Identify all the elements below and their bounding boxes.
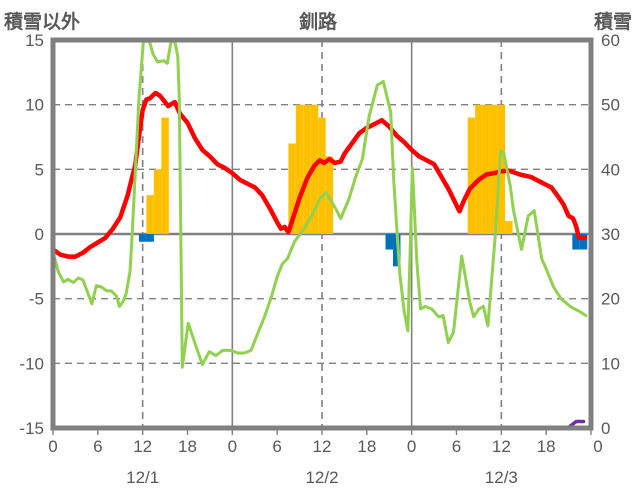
orange-bars-bar [146,195,154,234]
red-line [50,90,588,259]
hour-tick-label: 0 [593,437,602,456]
hour-tick-label: 12 [133,437,152,456]
orange-bars-bar [161,117,169,234]
hour-tick-label: 0 [48,437,57,456]
orange-bars-bar [295,104,304,235]
left-axis-tick-label: -10 [19,354,44,373]
right-axis-tick-label: 20 [601,290,620,309]
orange-bars-bar [490,104,498,235]
hour-tick-label: 0 [228,437,237,456]
date-label: 12/3 [485,468,518,487]
left-axis-tick-label: 0 [35,225,44,244]
left-axis-tick-label: 10 [25,96,44,115]
left-axis-tick-label: -5 [29,290,44,309]
plot-border [50,37,594,431]
hour-tick-label: 12 [492,437,511,456]
right-axis-title: 積雪 [593,12,632,33]
blue-bars-bar [572,234,580,250]
hour-tick-label: 18 [537,437,556,456]
blue-bars-bar [138,234,147,242]
orange-bars-bar [153,169,162,234]
date-label: 12/2 [305,468,338,487]
blue-bars-bar [385,234,393,250]
orange-bars-bar [325,156,334,234]
right-axis-tick-label: 30 [601,225,620,244]
orange-bars-bar [467,117,476,234]
orange-bars-bar [482,104,491,235]
hour-tick-label: 12 [313,437,332,456]
right-axis-tick-label: 40 [601,160,620,179]
hour-tick-label: 18 [357,437,376,456]
orange-bars-bar [475,104,483,235]
hour-tick-label: 0 [407,437,416,456]
hour-tick-label: 18 [178,437,197,456]
blue-bars-bar [146,234,154,242]
left-axis-tick-label: 5 [35,160,44,179]
orange-bars-bar [318,117,326,234]
right-axis-tick-label: 10 [601,354,620,373]
orange-bars-bar [288,143,296,234]
left-axis-title: 積雪以外 [4,12,81,33]
blue-bars-bar [392,234,401,267]
orange-bars-bar [505,221,513,234]
right-axis-tick-label: 50 [601,96,620,115]
plot-frame [50,37,594,435]
chart-title: 釧路 [298,12,337,33]
right-axis-tick-label: 0 [601,419,610,438]
right-axis-tick-label: 60 [601,31,620,50]
green-line [51,39,588,369]
hour-tick-label: 6 [93,437,102,456]
orange-bars-bar [303,104,311,235]
blue-bars-bar [579,234,588,250]
left-axis-tick-label: 15 [25,31,44,50]
date-label: 12/1 [126,468,159,487]
left-axis-tick-label: -15 [19,419,44,438]
hour-tick-label: 6 [452,437,461,456]
hour-tick-label: 6 [272,437,281,456]
